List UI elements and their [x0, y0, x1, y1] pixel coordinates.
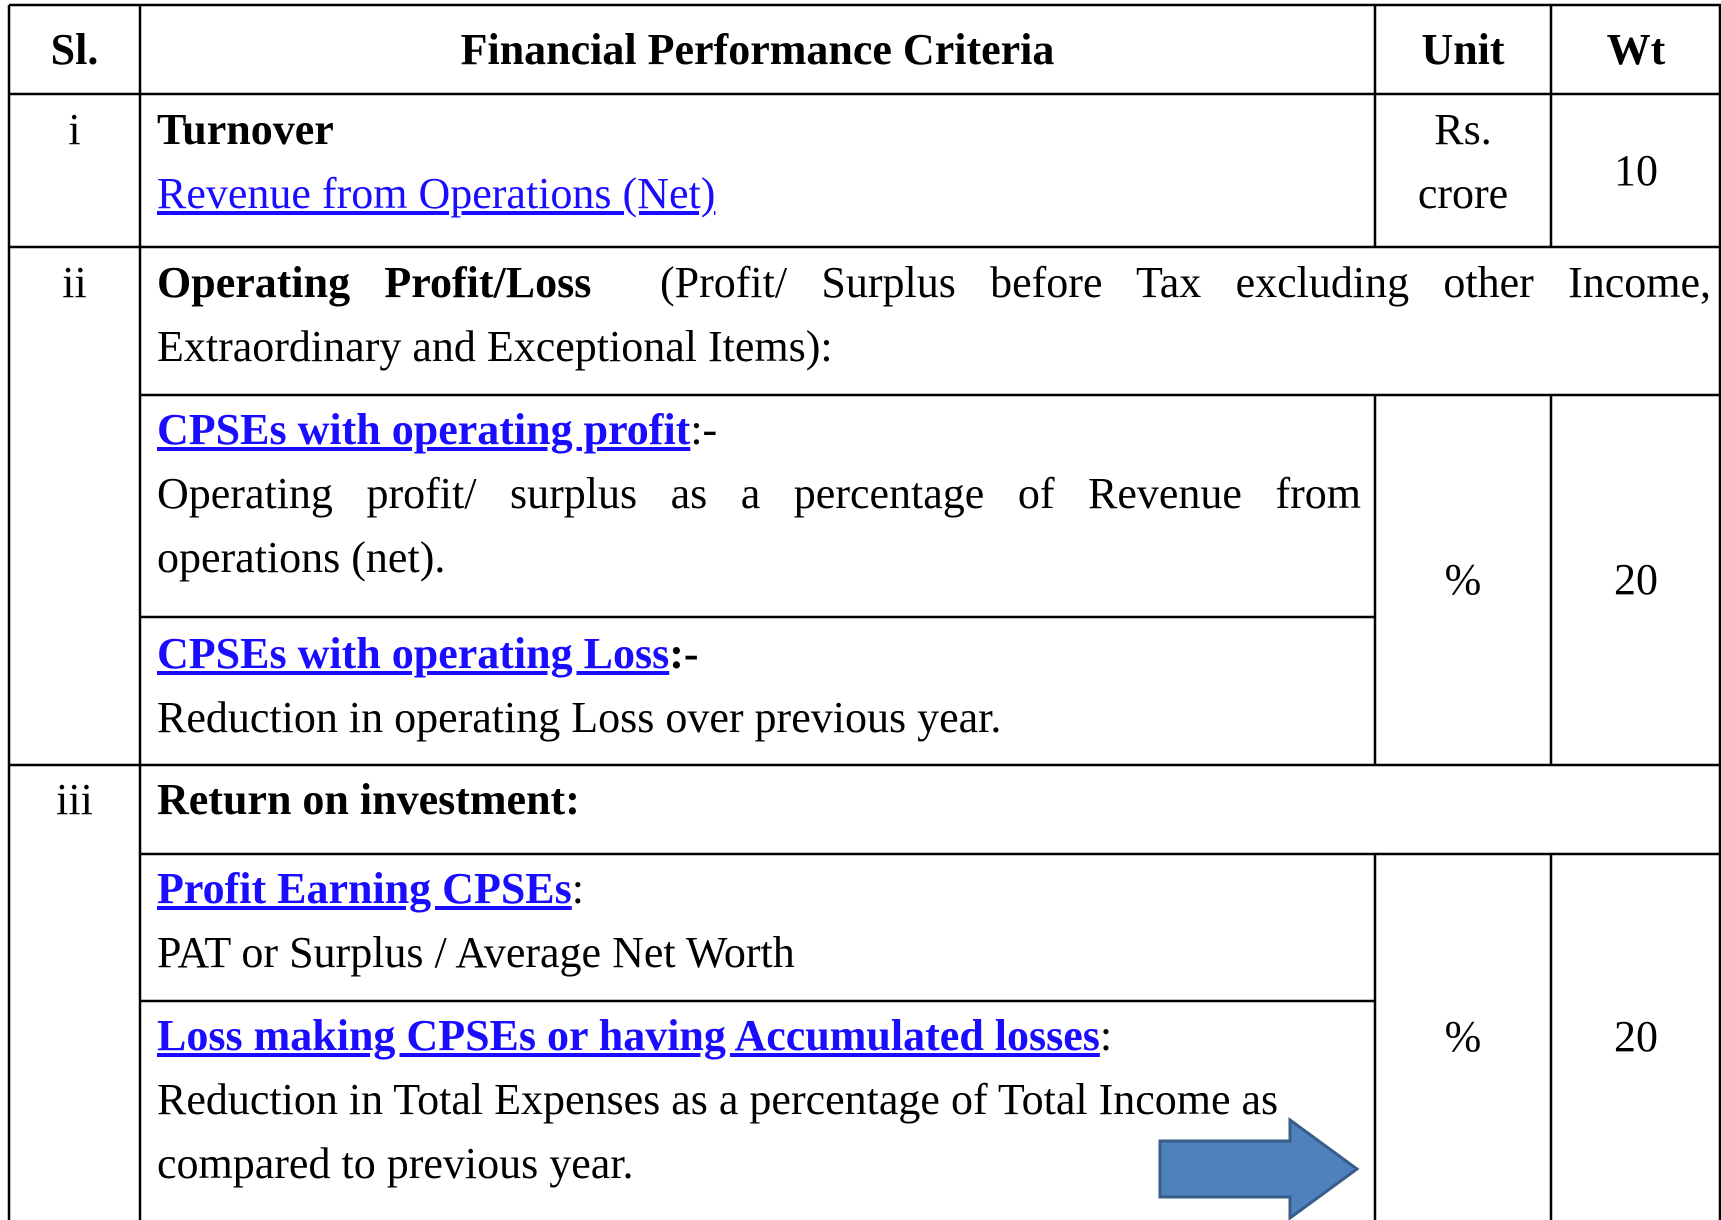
item-head: CPSEs with operating profit:- [157, 398, 1361, 462]
header-wt: Wt [1606, 24, 1666, 74]
header-criteria: Financial Performance Criteria [460, 24, 1055, 74]
item: Loss making CPSEs or having Accumulated … [140, 1004, 1375, 1196]
item-text: PAT or Surplus / Average Net Worth [157, 928, 795, 977]
title: Turnover [157, 105, 334, 154]
link[interactable]: CPSEs with operating Loss [157, 629, 670, 678]
suffix: :- [690, 405, 718, 454]
item: CPSEs with operating Loss:- Reduction in… [140, 622, 1375, 750]
sl: iii [56, 775, 93, 824]
item-head: Loss making CPSEs or having Accumulated … [157, 1004, 1335, 1068]
link-line: Revenue from Operations (Net) [157, 162, 1361, 226]
suffix: : [1099, 1011, 1113, 1060]
unit-line: Rs. [1434, 105, 1492, 154]
link[interactable]: Profit Earning CPSEs [157, 864, 572, 913]
item-text: Reduction in Total Expenses as a percent… [157, 1075, 1279, 1188]
suffix: :- [669, 629, 699, 678]
suffix: : [571, 864, 585, 913]
item: Profit Earning CPSEs: PAT or Surplus / A… [140, 857, 1375, 985]
item: CPSEs with operating profit:- Operating … [140, 398, 1375, 590]
arrow [1158, 1117, 1360, 1220]
title: Operating Profit/Loss [157, 258, 592, 307]
unit: % [1444, 1012, 1482, 1061]
item-text: Operating profit/ surplus as a percentag… [157, 469, 1361, 582]
criteria-heading: Operating Profit/Loss (Profit/ Surplus b… [140, 251, 1721, 379]
item-head: CPSEs with operating Loss:- [157, 622, 1361, 686]
criteria: Turnover Revenue from Operations (Net) [140, 98, 1375, 226]
wt: 20 [1614, 555, 1658, 604]
unit-line: crore [1417, 169, 1509, 218]
header-sl: Sl. [50, 24, 99, 74]
link[interactable]: Revenue from Operations (Net) [157, 169, 716, 218]
item-text: Reduction in operating Loss over previou… [157, 693, 1002, 742]
note: (Profit/ Surplus before Tax excluding ot… [157, 258, 1712, 371]
item-head: Profit Earning CPSEs: [157, 857, 1361, 921]
criteria-heading: Return on investment: [157, 775, 580, 824]
wt: 20 [1614, 1012, 1658, 1061]
link[interactable]: Loss making CPSEs or having Accumulated … [157, 1011, 1100, 1060]
wt: 10 [1614, 145, 1658, 195]
sl: i [68, 105, 81, 154]
unit: % [1444, 555, 1482, 604]
link[interactable]: CPSEs with operating profit [157, 405, 691, 454]
unit: Rs. crore [1375, 98, 1551, 226]
header-unit: Unit [1421, 24, 1505, 74]
sl: ii [62, 258, 87, 307]
